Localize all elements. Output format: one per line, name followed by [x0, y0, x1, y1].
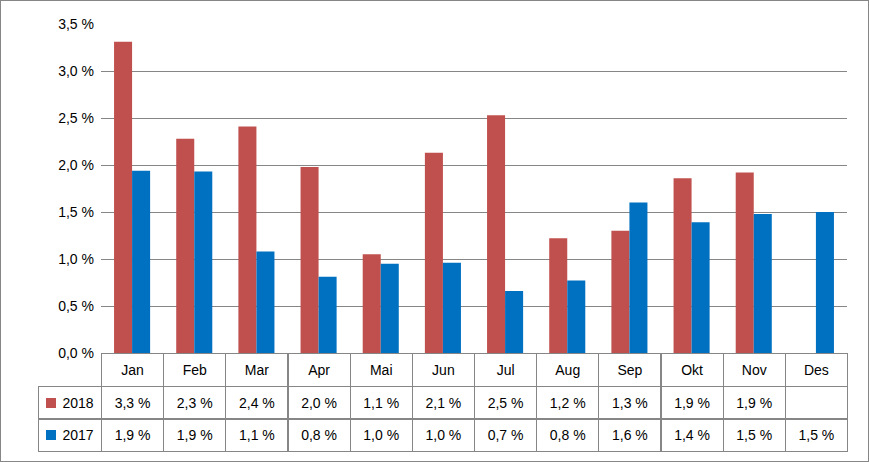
- html-text:Nov: Nov: [741, 362, 767, 378]
- html-text:Jun: Jun: [432, 362, 455, 378]
- html-text:Apr: Apr: [308, 362, 330, 378]
- html-text:Okt: Okt: [681, 362, 703, 378]
- html-text:Mai: Mai: [370, 362, 393, 378]
- html-text:1,9 %: 1,9 %: [674, 395, 710, 411]
- html-text:2017: 2017: [62, 427, 94, 443]
- html-text:1,5 %: 1,5 %: [736, 427, 773, 443]
- html-text:Feb: Feb: [182, 362, 207, 378]
- html-text:2,4 %: 2,4 %: [239, 395, 275, 411]
- html-text:1,0 %: 1,0 %: [363, 427, 400, 443]
- html-text:1,9 %: 1,9 %: [114, 427, 151, 443]
- html-text:2,1 %: 2,1 %: [425, 395, 462, 411]
- html-text:Mar: Mar: [244, 362, 269, 378]
- html-text:1,5 %: 1,5 %: [798, 427, 835, 443]
- html-text:Aug: Aug: [555, 362, 581, 378]
- html-text:2018: 2018: [62, 395, 94, 411]
- html-text:3,3 %: 3,3 %: [114, 395, 151, 411]
- html-text:1,4 %: 1,4 %: [674, 427, 710, 443]
- html-text:Jul: Jul: [496, 362, 515, 378]
- html-text:2,0 %: 2,0 %: [301, 395, 337, 411]
- html-text:1,0 %: 1,0 %: [425, 427, 462, 443]
- html-text:2,3 %: 2,3 %: [176, 395, 213, 411]
- html-text:1,1 %: 1,1 %: [239, 427, 275, 443]
- svg-text:1,5 %: 1,5 %: [58, 204, 94, 220]
- html-text:0,8 %: 0,8 %: [549, 427, 586, 443]
- svg-text:3,0 %: 3,0 %: [58, 63, 94, 79]
- html-text:1,9 %: 1,9 %: [176, 427, 213, 443]
- html-text:0,7 %: 0,7 %: [487, 427, 524, 443]
- svg-text:0,0 %: 0,0 %: [58, 345, 94, 361]
- svg-text:2,5 %: 2,5 %: [58, 110, 94, 126]
- html-text:1,9 %: 1,9 %: [736, 395, 773, 411]
- html-text:1,6 %: 1,6 %: [612, 427, 648, 443]
- svg-text:0,5 %: 0,5 %: [58, 298, 94, 314]
- html-text:0,8 %: 0,8 %: [301, 427, 337, 443]
- html-text:1,2 %: 1,2 %: [549, 395, 586, 411]
- svg-text:1,0 %: 1,0 %: [58, 251, 94, 267]
- html-text:Sep: Sep: [617, 362, 643, 378]
- svg-text:2,0 %: 2,0 %: [58, 157, 94, 173]
- html-text:1,1 %: 1,1 %: [363, 395, 400, 411]
- svg-text:3,5 %: 3,5 %: [58, 16, 94, 32]
- html-text:Des: Des: [804, 362, 829, 378]
- html-text:Jan: Jan: [121, 362, 144, 378]
- html-text:2,5 %: 2,5 %: [487, 395, 524, 411]
- html-text:1,3 %: 1,3 %: [612, 395, 648, 411]
